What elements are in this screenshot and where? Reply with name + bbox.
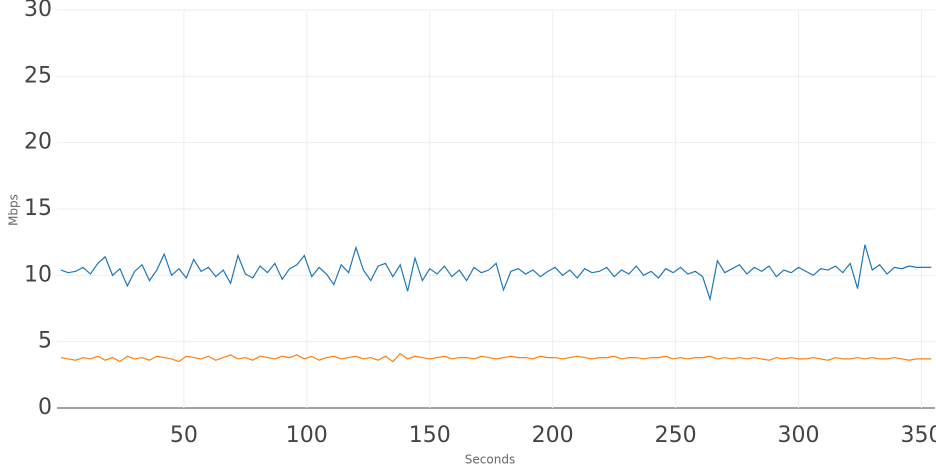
x-tick-label: 150 <box>409 423 451 448</box>
x-tick-label: 250 <box>655 423 697 448</box>
y-tick-label: 15 <box>24 196 52 221</box>
y-tick-label: 25 <box>24 63 52 88</box>
y-axis-title: Mbps <box>7 194 21 226</box>
x-tick-label: 350 <box>900 423 936 448</box>
y-tick-label: 5 <box>38 329 52 354</box>
x-tick-label: 200 <box>532 423 574 448</box>
x-tick-label: 300 <box>778 423 820 448</box>
y-tick-label: 10 <box>24 262 52 287</box>
y-tick-label: 30 <box>24 0 52 22</box>
series-line <box>60 244 932 302</box>
y-tick-label: 0 <box>38 395 52 420</box>
x-tick-label: 100 <box>286 423 328 448</box>
x-axis-title: Seconds <box>465 453 515 467</box>
y-tick-label: 20 <box>24 130 52 155</box>
x-tick-label: 50 <box>170 423 198 448</box>
series-line <box>60 352 932 363</box>
